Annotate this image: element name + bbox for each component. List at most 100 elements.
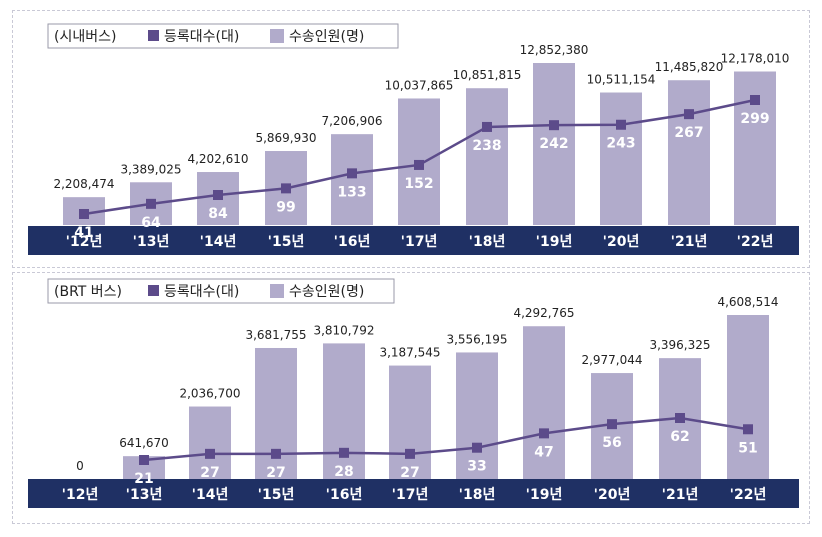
line-marker xyxy=(607,419,617,430)
line-value-label: 238 xyxy=(472,138,501,154)
category-label: '16년 xyxy=(326,487,363,503)
bar-value-label: 10,037,865 xyxy=(385,78,454,92)
bar-value-label: 0 xyxy=(76,459,84,473)
line-value-label: 152 xyxy=(404,176,433,192)
bar-value-label: 3,556,195 xyxy=(446,332,507,346)
line-marker xyxy=(339,447,349,458)
bar-value-label: 3,396,325 xyxy=(649,338,710,352)
bar-mark xyxy=(668,80,710,225)
line-marker xyxy=(539,428,549,439)
bar-mark xyxy=(533,63,575,225)
bar-value-label: 2,036,700 xyxy=(179,387,240,401)
bar-value-label: 7,206,906 xyxy=(321,114,382,128)
bar-mark xyxy=(123,456,165,479)
line-marker xyxy=(405,448,415,459)
bar-value-label: 2,208,474 xyxy=(53,177,114,191)
category-label: '19년 xyxy=(526,487,563,503)
category-band xyxy=(28,479,799,508)
category-label: '14년 xyxy=(200,234,237,250)
line-marker xyxy=(347,168,357,179)
bar-mark xyxy=(389,365,431,479)
line-value-label: 299 xyxy=(740,111,769,127)
line-marker xyxy=(79,209,89,219)
legend-line-label: 등록대수(대) xyxy=(164,284,239,300)
legend-title: (시내버스) xyxy=(54,29,116,45)
category-label: '17년 xyxy=(392,487,429,503)
bar-mark xyxy=(523,326,565,479)
line-value-label: 243 xyxy=(606,136,635,152)
bar-value-label: 3,187,545 xyxy=(379,346,440,360)
line-value-label: 27 xyxy=(266,465,285,481)
line-marker xyxy=(414,159,424,170)
line-value-label: 133 xyxy=(337,184,366,200)
line-marker xyxy=(472,442,482,453)
category-label: '13년 xyxy=(126,487,163,503)
line-marker xyxy=(271,448,281,459)
legend-line-marker xyxy=(148,285,159,296)
bar-value-label: 10,511,154 xyxy=(587,73,656,87)
line-marker xyxy=(139,455,149,465)
category-label: '13년 xyxy=(133,234,170,250)
category-label: '18년 xyxy=(459,487,496,503)
brt-bus-chart-frame xyxy=(12,272,810,524)
line-marker xyxy=(675,413,685,423)
category-label: '17년 xyxy=(401,234,438,250)
category-label: '22년 xyxy=(737,234,774,250)
legend-box xyxy=(47,278,395,304)
bar-mark xyxy=(600,92,642,225)
bar-value-label: 3,681,755 xyxy=(245,328,306,342)
category-label: '21년 xyxy=(662,487,699,503)
bar-value-label: 11,485,820 xyxy=(655,60,724,74)
line-value-label: 99 xyxy=(276,199,295,215)
category-label: '21년 xyxy=(671,234,708,250)
category-label: '12년 xyxy=(62,487,99,503)
line-value-label: 62 xyxy=(670,429,689,445)
bar-mark xyxy=(727,315,769,479)
category-label: '14년 xyxy=(192,487,229,503)
line-value-label: 28 xyxy=(334,464,353,480)
bar-value-label: 10,851,815 xyxy=(453,68,522,82)
line-marker xyxy=(146,198,156,209)
legend-title: (BRT 버스) xyxy=(54,284,122,300)
bar-value-label: 2,977,044 xyxy=(581,353,642,367)
bar-value-label: 12,852,380 xyxy=(520,43,589,57)
bar-value-label: 641,670 xyxy=(119,436,169,450)
line-value-label: 21 xyxy=(134,471,153,487)
legend-bar-label: 수송인원(명) xyxy=(289,29,364,45)
line-marker xyxy=(205,448,215,459)
legend-bar-swatch xyxy=(270,284,284,298)
line-value-label: 51 xyxy=(738,440,757,456)
line-value-label: 267 xyxy=(674,125,703,141)
line-marker xyxy=(482,121,492,132)
line-value-label: 242 xyxy=(539,136,568,152)
bar-value-label: 4,608,514 xyxy=(717,295,778,309)
category-label: '12년 xyxy=(66,234,103,250)
line-value-label: 27 xyxy=(200,465,219,481)
bar-value-label: 3,810,792 xyxy=(313,323,374,337)
line-value-label: 33 xyxy=(467,459,486,475)
bar-value-label: 5,869,930 xyxy=(255,131,316,145)
category-label: '18년 xyxy=(469,234,506,250)
bar-mark xyxy=(189,406,231,479)
category-label: '16년 xyxy=(334,234,371,250)
line-value-label: 84 xyxy=(208,206,228,222)
category-band xyxy=(28,226,799,255)
category-label: '15년 xyxy=(258,487,295,503)
legend-box xyxy=(47,23,399,49)
line-marker xyxy=(616,119,626,130)
line-value-label: 41 xyxy=(74,225,93,241)
line-marker xyxy=(281,183,291,194)
line-series xyxy=(143,416,749,462)
bar-mark xyxy=(466,88,508,225)
legend-bar-swatch xyxy=(270,29,284,43)
legend-line-marker xyxy=(148,30,159,41)
bar-mark xyxy=(331,134,373,225)
line-marker xyxy=(750,95,760,105)
bar-mark xyxy=(456,352,498,479)
legend-bar-label: 수송인원(명) xyxy=(289,284,364,300)
category-label: '20년 xyxy=(603,234,640,250)
line-value-label: 27 xyxy=(400,465,419,481)
line-marker xyxy=(549,120,559,131)
